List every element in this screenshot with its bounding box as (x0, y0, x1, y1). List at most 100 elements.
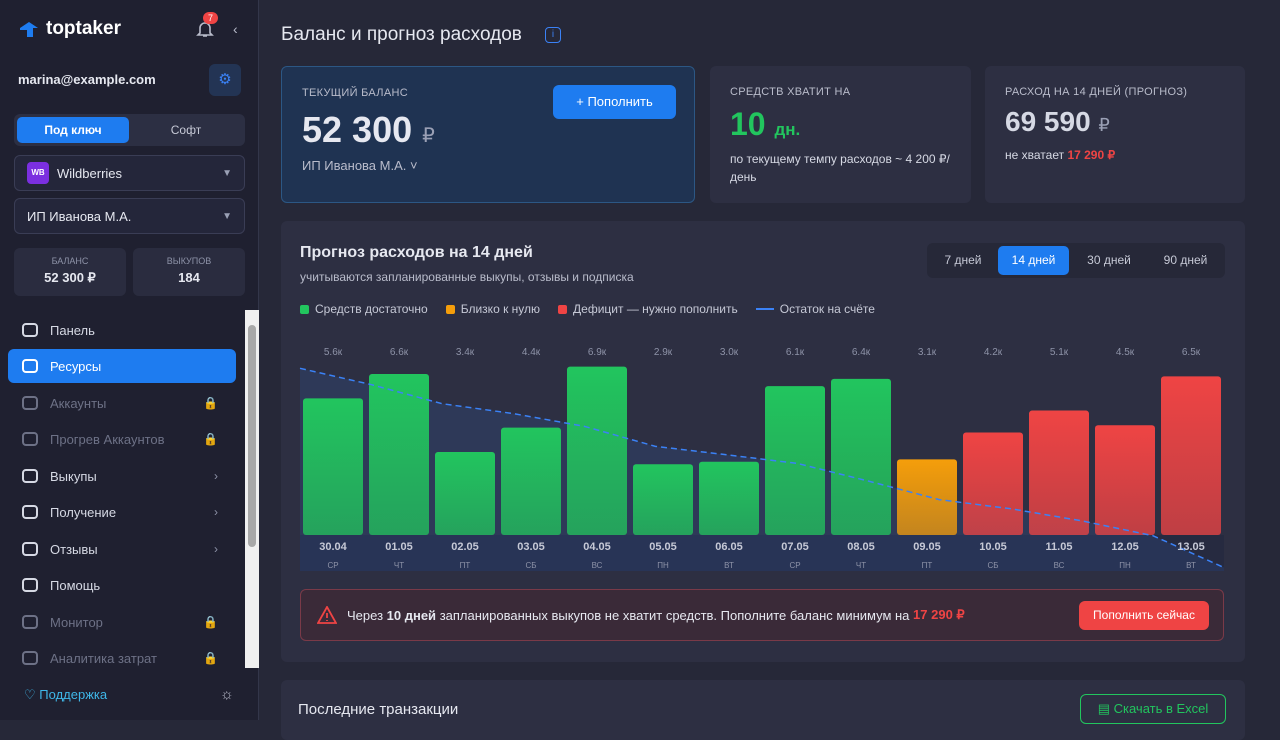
chevron: › (214, 505, 218, 519)
app: toptaker 7 ‹ marina@example.com ⚙ Под кл… (8, 0, 1226, 724)
bar (567, 366, 627, 535)
bar (963, 432, 1023, 535)
period[interactable]: 30 дней (1087, 253, 1131, 267)
scroll-thumb[interactable] (248, 325, 256, 547)
page-title: Баланс и прогноз расходов (281, 24, 522, 45)
alert-button[interactable]: Пополнить сейчас (1079, 601, 1209, 630)
bar (369, 373, 429, 535)
value-label: 6.4к (852, 347, 871, 358)
x-tick-label: 06.05 (715, 541, 743, 553)
menu-label: Помощь (50, 577, 101, 593)
amount: 69 590 (1005, 106, 1091, 137)
export-label: Скачать в Excel (1113, 701, 1209, 716)
logo (20, 22, 38, 37)
entity-select[interactable]: ИП Иванова М.А. ▼ (14, 198, 245, 234)
topup-button[interactable]: + Пополнить (553, 85, 676, 119)
value-label: 3.0к (720, 347, 739, 358)
tab[interactable]: Софт (170, 123, 202, 137)
value-label: 6.9к (588, 347, 607, 358)
bar (1029, 410, 1089, 535)
tab[interactable]: Под ключ (17, 117, 129, 143)
entity[interactable]: ИП Иванова М.А. ˅ (302, 158, 418, 173)
x-tick-label: 08.05 (847, 541, 875, 553)
bar (633, 464, 693, 535)
settings[interactable]: ⚙ (209, 64, 241, 96)
amount: 10 (730, 106, 766, 142)
menu-icon (22, 469, 38, 483)
support[interactable]: ♡ Поддержка (24, 687, 108, 702)
period[interactable]: 90 дней (1163, 253, 1208, 267)
menu-item[interactable]: Ресурсы (8, 349, 236, 383)
period[interactable]: 7 дней (944, 253, 982, 267)
weekday-label: СР (327, 561, 338, 570)
bar (303, 398, 363, 535)
weekday-label: СР (789, 561, 800, 570)
x-tick-label: 30.04 (319, 541, 347, 553)
menu-icon (22, 542, 38, 556)
menu-label: Получение (50, 504, 117, 520)
collapse[interactable]: ‹ (233, 21, 238, 37)
menu-label: Выкупы (50, 468, 97, 484)
card-label: СРЕДСТВ ХВАТИТ НА (730, 86, 851, 98)
menu-item[interactable]: Аналитика затрат 🔒 (8, 641, 236, 675)
card-label: ТЕКУЩИЙ БАЛАНС (302, 87, 408, 99)
weekday-label: ВС (1054, 561, 1065, 570)
entity-name: ИП Иванова М.А. (27, 208, 132, 224)
menu-item[interactable]: Панель (8, 313, 236, 347)
menu-item[interactable]: Отзывы › (8, 532, 236, 566)
weekday-label: ПН (657, 561, 669, 570)
x-tick-label: 04.05 (583, 541, 611, 553)
transactions-panel: Последние транзакции ▤ Скачать в Excel (281, 680, 1245, 740)
menu-item[interactable]: Монитор 🔒 (8, 605, 236, 639)
page: toptaker { "sidebar": { "brand": "toptak… (8, 0, 1226, 724)
amount: 52 300 (302, 109, 413, 150)
alert-days: 10 дней (386, 607, 437, 623)
menu-item[interactable]: Получение › (8, 495, 236, 529)
menu-label: Ресурсы (50, 358, 102, 374)
transactions-title: Последние транзакции (298, 701, 459, 718)
weekday-label: ЧТ (394, 561, 404, 570)
legend-swatch (300, 304, 309, 314)
value-label: 4.5к (1116, 347, 1135, 358)
brand-name: toptaker (46, 18, 121, 39)
marketplace-badge: WB (27, 162, 49, 184)
value-label: 6.5к (1182, 347, 1201, 358)
x-tick-label: 07.05 (781, 541, 809, 553)
value-label: 2.9к (654, 347, 673, 358)
tabs: Под ключ Софт (14, 114, 245, 146)
support-label: Поддержка (39, 687, 108, 702)
menu-icon (22, 615, 38, 629)
menu-label: Аналитика затрат (50, 650, 157, 666)
card-label: РАСХОД НА 14 ДНЕЙ (ПРОГНОЗ) (1005, 86, 1188, 98)
menu-item[interactable]: Помощь (8, 568, 236, 602)
menu-icon (22, 651, 38, 665)
spend-amount: 69 590 ₽ (1005, 106, 1110, 138)
menu-icon (22, 578, 38, 592)
value-label: 6.6к (390, 347, 409, 358)
marketplace-name: Wildberries (57, 165, 123, 181)
period[interactable]: 14 дней (998, 246, 1069, 275)
menu-icon (22, 323, 38, 337)
legend-label: Средств достаточно (315, 302, 428, 316)
balance-amount: 52 300 ₽ (302, 109, 435, 151)
menu-label: Панель (50, 322, 95, 338)
menu-item[interactable]: Выкупы › (8, 459, 236, 493)
stat-value: 52 300 ₽ (44, 270, 96, 285)
info-icon[interactable]: i (545, 27, 561, 43)
legend-item: Близко к нулю (445, 302, 540, 316)
weekday-label: ВТ (724, 561, 734, 570)
chevron: › (214, 469, 218, 483)
bar (765, 386, 825, 535)
legend-item: Дефицит — нужно пополнить (558, 302, 738, 316)
menu-item[interactable]: Прогрев Аккаунтов 🔒 (8, 422, 236, 456)
menu-icon (22, 396, 38, 410)
theme-toggle[interactable]: ☼ (220, 686, 234, 703)
marketplace-select[interactable]: WB Wildberries ▼ (14, 155, 245, 191)
legend-swatch (558, 304, 568, 314)
alert: Через 10 дней запланированных выкупов не… (300, 589, 1224, 641)
menu-item[interactable]: Аккаунты 🔒 (8, 386, 236, 420)
lock-icon: 🔒 (203, 615, 218, 629)
stat-label: БАЛАНС (51, 256, 89, 266)
lock-icon: 🔒 (203, 651, 218, 665)
chevron: › (214, 542, 218, 556)
